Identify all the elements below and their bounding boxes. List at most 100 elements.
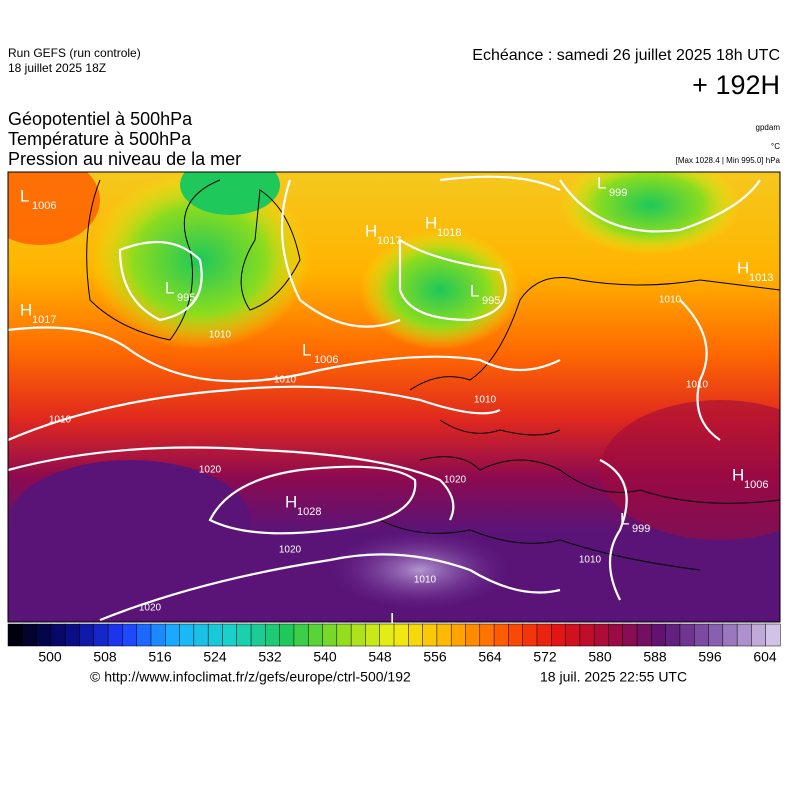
colorbar-label: 500 xyxy=(38,649,62,665)
center-letter: L xyxy=(165,278,174,297)
center-letter: H xyxy=(425,213,437,232)
center-letter: L xyxy=(20,186,29,205)
colorbar-swatch xyxy=(622,623,638,647)
colorbar-swatch xyxy=(708,623,724,647)
colorbar-swatch xyxy=(508,623,524,647)
isobar-label: 1020 xyxy=(279,545,302,556)
colorbar-label: 572 xyxy=(533,649,557,665)
center-value: 1013 xyxy=(749,272,773,284)
colorbar-swatch xyxy=(207,623,223,647)
colorbar-swatch xyxy=(465,623,481,647)
colorbar-swatch xyxy=(50,623,66,647)
colorbar-swatch xyxy=(593,623,609,647)
colorbar-label: 532 xyxy=(258,649,282,665)
field: Pression au niveau de la mer xyxy=(8,149,241,169)
colorbar-swatch xyxy=(36,623,52,647)
center-letter: L xyxy=(390,609,399,628)
colorbar-swatch xyxy=(165,623,181,647)
center-value: 1006 xyxy=(744,479,768,491)
colorbar-swatch xyxy=(122,623,138,647)
colorbar-swatch xyxy=(665,623,681,647)
center-value: 995 xyxy=(177,292,195,304)
colorbar-swatch xyxy=(693,623,710,647)
colorbar-swatch xyxy=(236,623,252,647)
colorbar-swatch xyxy=(422,623,438,647)
colorbar-swatch xyxy=(64,623,81,647)
colorbar-swatch xyxy=(379,623,395,647)
isobar-label: 1010 xyxy=(49,415,72,426)
colorbar-swatch xyxy=(393,623,409,647)
lead-time: + 192H xyxy=(692,70,780,100)
colorbar-swatch xyxy=(222,623,238,647)
header: Run GEFS (run controle) 18 juillet 2025 … xyxy=(8,46,781,169)
center-value: 1006 xyxy=(314,354,338,366)
colorbar-swatch xyxy=(107,623,123,647)
center-letter: H xyxy=(285,492,297,511)
colorbar-swatch xyxy=(536,623,552,647)
colorbar-swatch xyxy=(322,623,338,647)
colorbar-swatch xyxy=(565,623,581,647)
center-letter: L xyxy=(597,173,606,192)
colorbar-label: 604 xyxy=(753,649,777,665)
colorbar-swatch xyxy=(307,623,324,647)
colorbar-swatch xyxy=(265,623,281,647)
center-value: 995 xyxy=(482,295,500,307)
center-value: 1017 xyxy=(377,235,401,247)
center-value: 999 xyxy=(609,187,627,199)
isobar-label: 1010 xyxy=(414,575,437,586)
colorbar-label: 548 xyxy=(368,649,392,665)
center-value: 1017 xyxy=(32,314,56,326)
colorbar-swatch xyxy=(279,623,295,647)
colorbar-swatch xyxy=(450,623,467,647)
colorbar-swatch xyxy=(436,623,452,647)
colorbar-label: 564 xyxy=(478,649,502,665)
colorbar-swatch xyxy=(93,623,109,647)
colorbar-swatch xyxy=(722,623,738,647)
run-date: 18 juillet 2025 18Z xyxy=(8,61,106,75)
colorbar-swatch xyxy=(150,623,166,647)
colorbar-swatch xyxy=(551,623,567,647)
field: Géopotentiel à 500hPa xyxy=(8,109,193,129)
center-letter: H xyxy=(737,258,749,277)
valid-time: Echéance : samedi 26 juillet 2025 18h UT… xyxy=(472,47,780,64)
footer-stamp: 18 juil. 2025 22:55 UTC xyxy=(540,669,687,685)
run: Run GEFS (run controle) xyxy=(8,46,141,60)
colorbar-swatch xyxy=(479,623,495,647)
colorbar-swatch xyxy=(193,623,209,647)
colorbar-swatch xyxy=(493,623,509,647)
colorbar-label: 588 xyxy=(643,649,667,665)
center-value: 1018 xyxy=(437,227,461,239)
footer-url: © http://www.infoclimat.fr/z/gefs/europe… xyxy=(90,669,411,685)
isobar-label: 1010 xyxy=(659,295,682,306)
unit: gpdam xyxy=(756,123,781,132)
center-letter: H xyxy=(732,465,744,484)
center-letter: H xyxy=(365,221,377,240)
colorbar-swatch xyxy=(579,623,595,647)
isobar-label: 1020 xyxy=(139,603,162,614)
isobar-label: 1010 xyxy=(686,380,709,391)
isobar-label: 1020 xyxy=(444,475,467,486)
isobar-label: 1010 xyxy=(579,555,602,566)
colorbar-label: 524 xyxy=(203,649,227,665)
colorbar-swatch xyxy=(636,623,652,647)
isobar-label: 1010 xyxy=(274,375,297,386)
colorbar-swatch xyxy=(608,623,624,647)
colorbar-swatch xyxy=(250,623,266,647)
colorbar-swatch xyxy=(179,623,195,647)
center-value: 1006 xyxy=(32,200,56,212)
center-letter: L xyxy=(620,509,629,528)
colorbar-swatch xyxy=(336,623,352,647)
colorbar-swatch xyxy=(651,623,667,647)
field: Température à 500hPa xyxy=(8,129,192,149)
center-letter: H xyxy=(20,300,32,319)
colorbar-label: 596 xyxy=(698,649,722,665)
colorbar-swatch xyxy=(765,623,781,647)
colorbar-label: 508 xyxy=(93,649,117,665)
unit: [Max 1028.4 | Min 995.0] hPa xyxy=(676,156,781,165)
isobar-label: 1020 xyxy=(199,465,222,476)
center-value: 999 xyxy=(632,523,650,535)
colorbar-swatch xyxy=(751,623,767,647)
colorbar-label: 516 xyxy=(148,649,172,665)
